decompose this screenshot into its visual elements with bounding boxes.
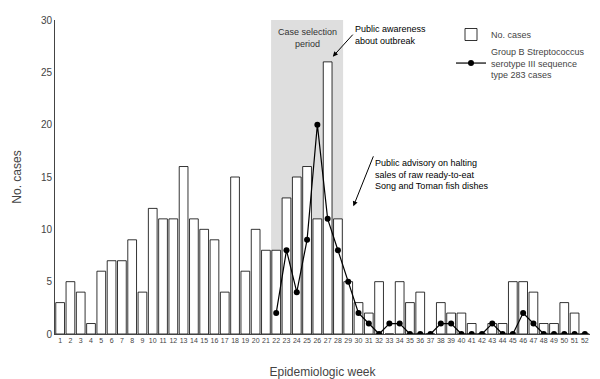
svg-text:Public awarenessabout outbreak: Public awarenessabout outbreak xyxy=(355,24,426,46)
svg-text:48: 48 xyxy=(540,337,548,344)
svg-text:30: 30 xyxy=(41,15,53,26)
svg-text:10: 10 xyxy=(149,337,157,344)
svg-text:46: 46 xyxy=(519,337,527,344)
svg-text:18: 18 xyxy=(231,337,239,344)
svg-text:23: 23 xyxy=(283,337,291,344)
svg-text:3: 3 xyxy=(79,337,83,344)
svg-text:2: 2 xyxy=(68,337,72,344)
svg-text:12: 12 xyxy=(169,337,177,344)
svg-text:19: 19 xyxy=(241,337,249,344)
svg-text:28: 28 xyxy=(334,337,342,344)
svg-text:27: 27 xyxy=(324,337,332,344)
svg-text:20: 20 xyxy=(41,119,53,130)
svg-text:43: 43 xyxy=(488,337,496,344)
svg-text:42: 42 xyxy=(478,337,486,344)
svg-text:51: 51 xyxy=(571,337,579,344)
svg-text:30: 30 xyxy=(355,337,363,344)
svg-text:No. cases: No. cases xyxy=(491,30,532,40)
svg-text:13: 13 xyxy=(180,337,188,344)
svg-text:0: 0 xyxy=(46,329,52,340)
svg-text:45: 45 xyxy=(509,337,517,344)
svg-text:6: 6 xyxy=(110,337,114,344)
svg-text:36: 36 xyxy=(416,337,424,344)
svg-text:49: 49 xyxy=(550,337,558,344)
svg-text:5: 5 xyxy=(99,337,103,344)
svg-text:15: 15 xyxy=(41,172,53,183)
svg-text:24: 24 xyxy=(293,337,301,344)
svg-text:34: 34 xyxy=(396,337,404,344)
svg-text:25: 25 xyxy=(41,67,53,78)
svg-text:Group B Streptococcusserotype: Group B Streptococcusserotype III sequen… xyxy=(491,47,585,80)
svg-text:47: 47 xyxy=(530,337,538,344)
svg-text:41: 41 xyxy=(468,337,476,344)
svg-text:10: 10 xyxy=(41,224,53,235)
svg-text:16: 16 xyxy=(211,337,219,344)
svg-text:33: 33 xyxy=(385,337,393,344)
svg-text:35: 35 xyxy=(406,337,414,344)
svg-text:32: 32 xyxy=(375,337,383,344)
svg-text:31: 31 xyxy=(365,337,373,344)
svg-text:39: 39 xyxy=(447,337,455,344)
svg-text:5: 5 xyxy=(46,276,52,287)
svg-text:29: 29 xyxy=(344,337,352,344)
svg-text:4: 4 xyxy=(89,337,93,344)
svg-text:44: 44 xyxy=(499,337,507,344)
svg-text:14: 14 xyxy=(190,337,198,344)
svg-text:1: 1 xyxy=(58,337,62,344)
svg-text:17: 17 xyxy=(221,337,229,344)
svg-text:21: 21 xyxy=(262,337,270,344)
svg-text:No. cases: No. cases xyxy=(10,150,24,203)
svg-text:9: 9 xyxy=(140,337,144,344)
svg-text:7: 7 xyxy=(120,337,124,344)
svg-text:26: 26 xyxy=(313,337,321,344)
svg-text:Public advisory on haltingsale: Public advisory on haltingsales of raw r… xyxy=(375,158,488,191)
svg-text:22: 22 xyxy=(272,337,280,344)
svg-text:50: 50 xyxy=(560,337,568,344)
svg-text:40: 40 xyxy=(457,337,465,344)
svg-text:52: 52 xyxy=(581,337,589,344)
svg-text:Case selectionperiod: Case selectionperiod xyxy=(278,27,337,49)
svg-text:37: 37 xyxy=(427,337,435,344)
svg-text:8: 8 xyxy=(130,337,134,344)
svg-text:38: 38 xyxy=(437,337,445,344)
svg-text:25: 25 xyxy=(303,337,311,344)
svg-text:11: 11 xyxy=(159,337,166,344)
svg-text:Epidemiologic week: Epidemiologic week xyxy=(269,365,376,379)
svg-text:15: 15 xyxy=(200,337,208,344)
svg-text:20: 20 xyxy=(252,337,260,344)
